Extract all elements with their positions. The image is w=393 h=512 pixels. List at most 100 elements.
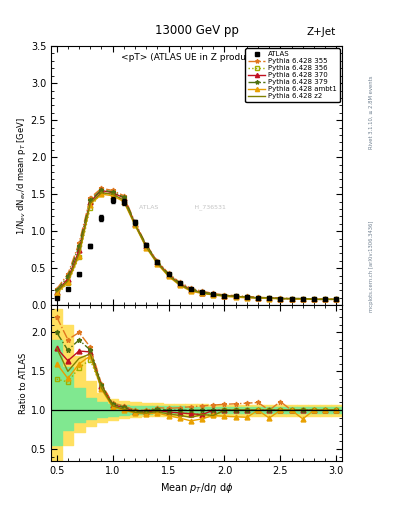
- Pythia 6.428 356: [244, 294, 249, 300]
- Pythia 6.428 ambt1: [278, 295, 283, 302]
- Pythia 6.428 355: [54, 286, 59, 292]
- Pythia 6.428 379: [54, 287, 59, 293]
- Pythia 6.428 z2: [222, 292, 227, 298]
- Pythia 6.428 z2: [177, 282, 182, 288]
- Text: Rivet 3.1.10, ≥ 2.8M events: Rivet 3.1.10, ≥ 2.8M events: [369, 76, 374, 150]
- Pythia 6.428 355: [222, 292, 227, 298]
- Pythia 6.428 ambt1: [289, 295, 294, 302]
- Pythia 6.428 ambt1: [110, 193, 115, 199]
- Pythia 6.428 355: [121, 193, 126, 199]
- Line: Pythia 6.428 ambt1: Pythia 6.428 ambt1: [54, 192, 339, 302]
- Pythia 6.428 356: [110, 191, 115, 197]
- Pythia 6.428 355: [144, 242, 149, 248]
- Pythia 6.428 355: [132, 219, 137, 225]
- Pythia 6.428 ambt1: [54, 290, 59, 296]
- Pythia 6.428 356: [300, 295, 305, 302]
- Pythia 6.428 370: [256, 295, 261, 301]
- Pythia 6.428 379: [177, 280, 182, 286]
- Pythia 6.428 z2: [88, 200, 93, 206]
- Pythia 6.428 355: [244, 293, 249, 300]
- Pythia 6.428 355: [289, 295, 294, 302]
- Pythia 6.428 379: [189, 286, 193, 292]
- Pythia 6.428 z2: [334, 296, 339, 303]
- Pythia 6.428 370: [132, 221, 137, 227]
- Pythia 6.428 356: [144, 243, 149, 249]
- Pythia 6.428 379: [88, 197, 93, 203]
- Pythia 6.428 ambt1: [155, 261, 160, 267]
- Pythia 6.428 z2: [155, 260, 160, 266]
- Pythia 6.428 z2: [200, 290, 204, 296]
- X-axis label: Mean $p_T$/d$\eta$ d$\phi$: Mean $p_T$/d$\eta$ d$\phi$: [160, 481, 233, 495]
- Pythia 6.428 356: [233, 293, 238, 300]
- Pythia 6.428 379: [99, 187, 104, 193]
- Pythia 6.428 z2: [300, 295, 305, 302]
- Pythia 6.428 z2: [144, 244, 149, 250]
- Y-axis label: 1/N$_{ev}$ dN$_{ev}$/d mean p$_T$ [GeV]: 1/N$_{ev}$ dN$_{ev}$/d mean p$_T$ [GeV]: [15, 117, 28, 234]
- Pythia 6.428 379: [323, 296, 327, 303]
- Pythia 6.428 356: [155, 259, 160, 265]
- Pythia 6.428 379: [166, 271, 171, 278]
- Pythia 6.428 379: [267, 295, 272, 301]
- Pythia 6.428 ambt1: [334, 296, 339, 303]
- Pythia 6.428 355: [88, 195, 93, 201]
- Pythia 6.428 370: [334, 296, 339, 303]
- Legend: ATLAS, Pythia 6.428 355, Pythia 6.428 356, Pythia 6.428 370, Pythia 6.428 379, P: ATLAS, Pythia 6.428 355, Pythia 6.428 35…: [245, 48, 340, 102]
- Pythia 6.428 379: [155, 259, 160, 265]
- Pythia 6.428 ambt1: [211, 292, 216, 298]
- Pythia 6.428 370: [211, 291, 216, 297]
- Pythia 6.428 370: [110, 189, 115, 196]
- Pythia 6.428 356: [267, 295, 272, 301]
- Pythia 6.428 z2: [289, 295, 294, 302]
- Pythia 6.428 370: [233, 293, 238, 300]
- Pythia 6.428 379: [233, 293, 238, 300]
- Pythia 6.428 355: [77, 240, 81, 246]
- Pythia 6.428 ambt1: [267, 295, 272, 302]
- Pythia 6.428 356: [166, 272, 171, 278]
- Pythia 6.428 379: [211, 291, 216, 297]
- Pythia 6.428 355: [278, 295, 283, 301]
- Pythia 6.428 379: [144, 242, 149, 248]
- Pythia 6.428 z2: [312, 296, 316, 303]
- Pythia 6.428 z2: [267, 295, 272, 301]
- Pythia 6.428 370: [121, 195, 126, 201]
- Pythia 6.428 355: [312, 296, 316, 303]
- Pythia 6.428 356: [289, 295, 294, 302]
- Pythia 6.428 370: [189, 287, 193, 293]
- Pythia 6.428 z2: [66, 278, 70, 284]
- Pythia 6.428 370: [144, 243, 149, 249]
- Text: Z+Jet: Z+Jet: [307, 27, 336, 37]
- Pythia 6.428 z2: [244, 294, 249, 300]
- Pythia 6.428 355: [300, 295, 305, 302]
- Pythia 6.428 z2: [323, 296, 327, 303]
- Pythia 6.428 356: [54, 292, 59, 298]
- Pythia 6.428 379: [200, 289, 204, 295]
- Pythia 6.428 355: [256, 294, 261, 300]
- Line: Pythia 6.428 379: Pythia 6.428 379: [54, 187, 339, 302]
- Pythia 6.428 355: [189, 285, 193, 291]
- Pythia 6.428 370: [54, 289, 59, 295]
- Pythia 6.428 355: [267, 295, 272, 301]
- Pythia 6.428 379: [222, 292, 227, 298]
- Pythia 6.428 z2: [77, 250, 81, 257]
- Pythia 6.428 ambt1: [121, 199, 126, 205]
- Text: <pT> (ATLAS UE in Z production): <pT> (ATLAS UE in Z production): [121, 53, 272, 61]
- Text: 13000 GeV pp: 13000 GeV pp: [154, 24, 239, 37]
- Pythia 6.428 ambt1: [244, 295, 249, 301]
- Pythia 6.428 ambt1: [144, 244, 149, 250]
- Pythia 6.428 ambt1: [222, 293, 227, 300]
- Pythia 6.428 370: [99, 187, 104, 194]
- Pythia 6.428 ambt1: [312, 296, 316, 303]
- Pythia 6.428 370: [312, 296, 316, 303]
- Line: Pythia 6.428 356: Pythia 6.428 356: [54, 190, 339, 302]
- Pythia 6.428 356: [177, 281, 182, 287]
- Pythia 6.428 ambt1: [200, 290, 204, 296]
- Pythia 6.428 ambt1: [132, 222, 137, 228]
- Pythia 6.428 z2: [54, 289, 59, 295]
- Pythia 6.428 355: [99, 185, 104, 191]
- Pythia 6.428 355: [177, 279, 182, 285]
- Pythia 6.428 379: [289, 295, 294, 302]
- Pythia 6.428 356: [121, 197, 126, 203]
- Pythia 6.428 379: [66, 273, 70, 280]
- Pythia 6.428 370: [177, 281, 182, 287]
- Pythia 6.428 355: [66, 271, 70, 278]
